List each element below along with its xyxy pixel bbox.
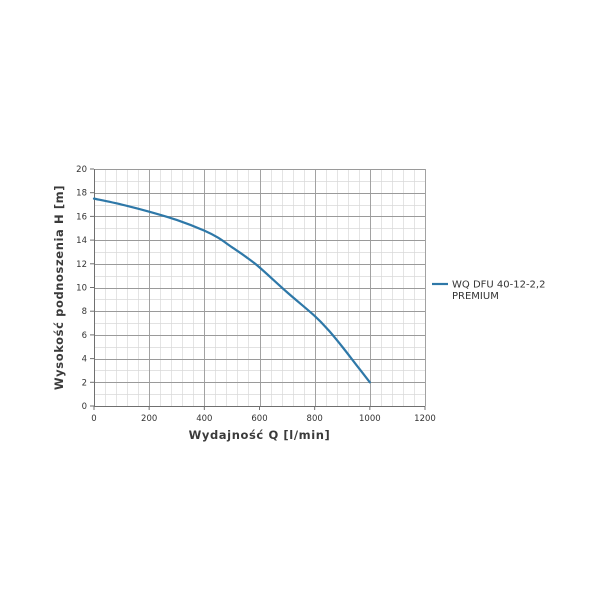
x-tick-label: 600: [251, 414, 267, 424]
y-tick-label: 4: [82, 355, 87, 365]
tick-labels: 0 200 400 600 800 1000 1200 0 2 4 6 8 10 12 14 16 18 20: [76, 165, 436, 424]
x-axis-title: Wydajność Q [l/min]: [189, 428, 331, 442]
x-tick-label: 800: [307, 414, 323, 424]
grid: [94, 169, 426, 407]
series-layer: [92, 197, 371, 384]
y-tick-label: 0: [82, 402, 87, 412]
y-tick-label: 8: [82, 307, 87, 317]
y-tick-label: 20: [76, 165, 87, 175]
series-line-0: [92, 197, 371, 384]
x-tick-label: 400: [196, 414, 212, 424]
x-tick-label: 1000: [359, 414, 381, 424]
y-tick-label: 6: [82, 331, 87, 341]
x-tick-label: 200: [141, 414, 157, 424]
y-axis-title: Wysokość podnoszenia H [m]: [52, 185, 66, 390]
legend-label: WQ DFU 40-12-2,2 PREMIUM: [452, 280, 545, 303]
legend: WQ DFU 40-12-2,2 PREMIUM: [432, 280, 545, 303]
y-tick-label: 18: [76, 189, 87, 199]
y-tick-label: 14: [76, 236, 87, 246]
legend-label-line: PREMIUM: [452, 291, 499, 302]
y-tick-label: 16: [76, 212, 87, 222]
legend-label-line: WQ DFU 40-12-2,2: [452, 280, 545, 291]
y-tick-label: 12: [76, 260, 87, 270]
y-tick-label: 10: [76, 284, 87, 294]
x-tick-label: 1200: [414, 414, 436, 424]
axes: [90, 168, 426, 410]
x-tick-label: 0: [91, 414, 96, 424]
y-tick-label: 2: [82, 378, 87, 388]
